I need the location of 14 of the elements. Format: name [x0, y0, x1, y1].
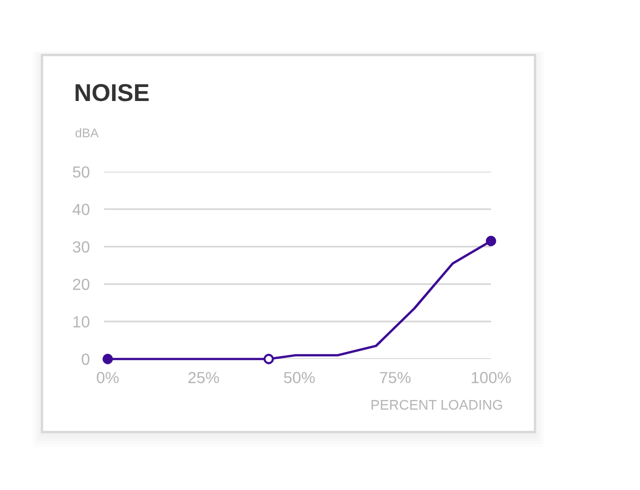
y-axis-title: dBA	[76, 128, 99, 138]
y-tick-label: 30	[72, 241, 90, 253]
x-tick-label: 25%	[188, 372, 219, 384]
y-tick-label: 0	[82, 354, 90, 365]
x-tick-label: 50%	[284, 372, 315, 384]
chart-title: NOISE	[76, 84, 149, 102]
y-tick-label: 50	[72, 166, 90, 178]
x-axis-title: PERCENT LOADING	[372, 400, 502, 410]
x-tick-label: 0%	[96, 372, 119, 384]
x-tick-label: 100%	[472, 372, 511, 384]
x-tick-label: 75%	[380, 372, 411, 384]
y-tick-label: 20	[73, 278, 90, 290]
y-tick-label: 40	[72, 204, 90, 216]
y-tick-label: 10	[73, 316, 90, 328]
